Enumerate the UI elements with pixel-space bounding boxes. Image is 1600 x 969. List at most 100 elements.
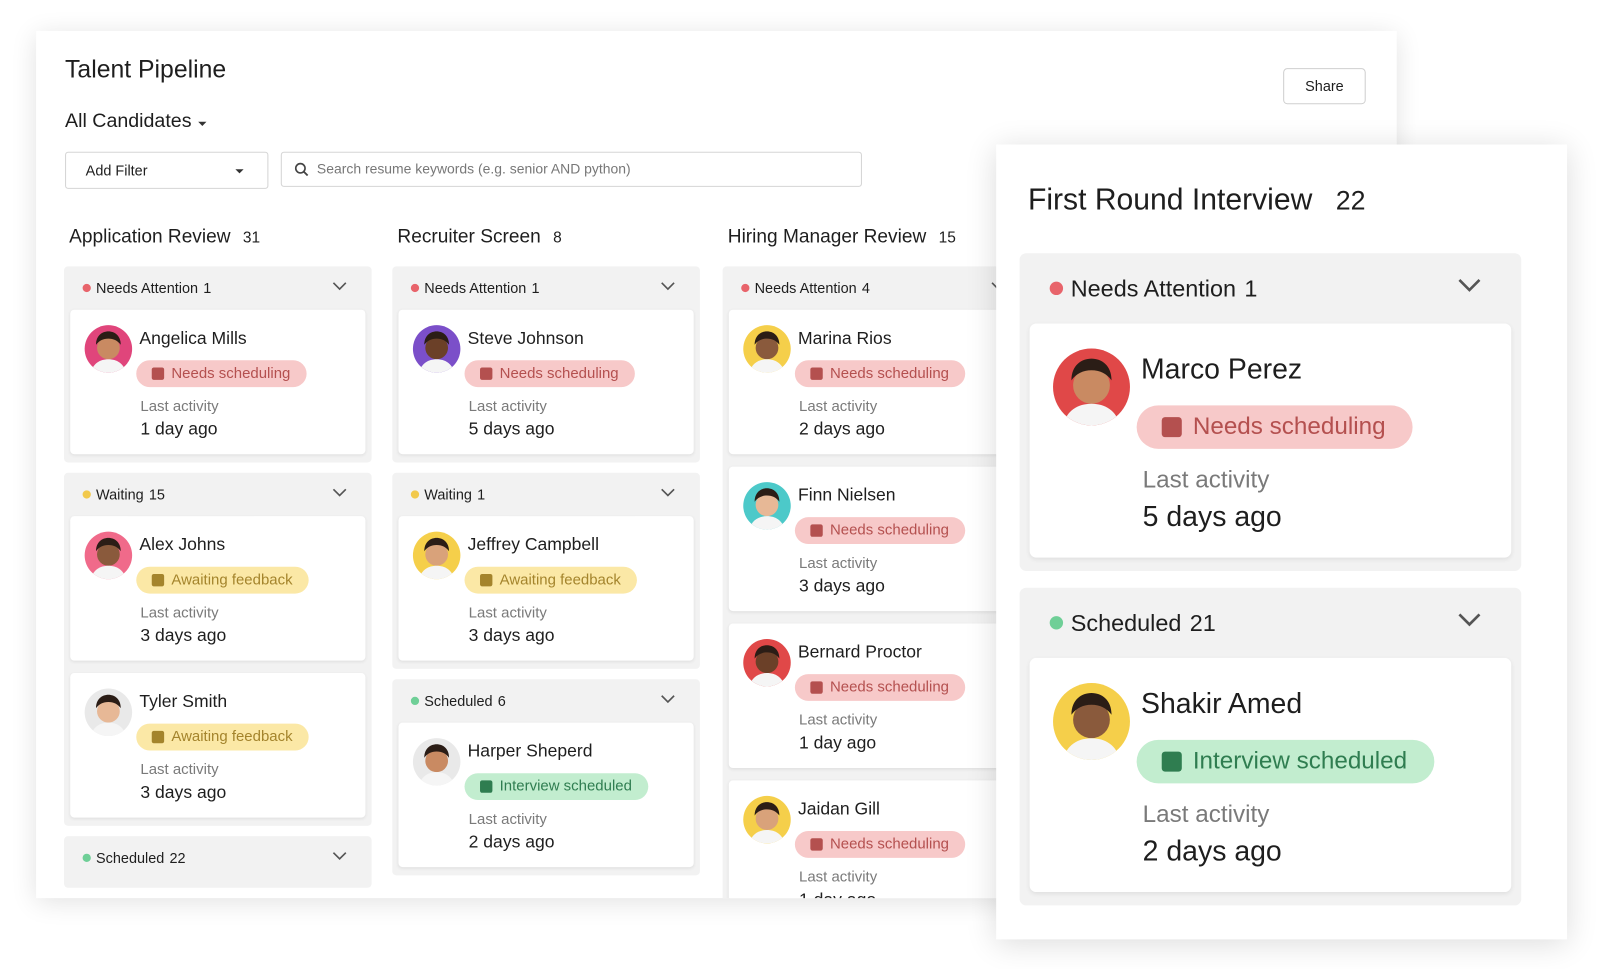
collapse-chevron[interactable] bbox=[661, 488, 675, 497]
candidate-card[interactable]: Marco Perez Needs scheduling Last activity… bbox=[1028, 323, 1511, 558]
activity-label: Last activity bbox=[799, 712, 878, 729]
column-count: 31 bbox=[242, 229, 261, 247]
share-button[interactable]: Share bbox=[1283, 68, 1366, 105]
group-label: Waiting bbox=[96, 486, 144, 503]
tag-icon bbox=[810, 367, 823, 380]
candidate-card[interactable]: Jeffrey Campbell Awaiting feedback Last ac… bbox=[398, 516, 694, 661]
activity-time: 3 days ago bbox=[468, 625, 555, 646]
candidate-name: Shakir Amed bbox=[1140, 688, 1303, 720]
filter-dropdown[interactable]: Add Filter bbox=[65, 151, 269, 189]
candidate-card[interactable]: Bernard Proctor Needs scheduling Last acti… bbox=[728, 623, 1025, 769]
group-header[interactable]: Scheduled 21 bbox=[1029, 588, 1511, 658]
pipeline-column: Application Review 31 Needs Attention 1 Ange… bbox=[64, 222, 372, 898]
candidate-card[interactable]: Alex Johns Awaiting feedback Last activity… bbox=[70, 516, 366, 661]
search-input[interactable]: Search resume keywords (e.g. senior AND … bbox=[280, 151, 862, 187]
collapse-chevron[interactable] bbox=[332, 488, 347, 497]
activity-time: 5 days ago bbox=[468, 419, 555, 439]
candidate-card[interactable]: Jaidan Gill Needs scheduling Last activity… bbox=[728, 780, 1025, 899]
status-group: Needs Attention 4 Marina Rios Needs schedul… bbox=[722, 266, 1031, 899]
avatar-photo bbox=[419, 744, 455, 786]
activity-time: 2 days ago bbox=[1142, 835, 1282, 867]
view-selector[interactable]: All Candidates bbox=[65, 110, 207, 133]
activity-time: 1 day ago bbox=[799, 890, 876, 898]
tag-icon bbox=[480, 780, 493, 793]
avatar bbox=[1052, 683, 1130, 760]
pipeline-column: Recruiter Screen 8 Needs Attention 1 Steve J… bbox=[392, 222, 700, 886]
tag-icon bbox=[810, 524, 823, 537]
group-label: Needs Attention bbox=[96, 279, 199, 297]
candidate-card[interactable]: Tyler Smith Awaiting feedback Last activit… bbox=[70, 673, 366, 818]
group-header[interactable]: Waiting 15 bbox=[70, 473, 365, 516]
group-label: Needs Attention bbox=[754, 279, 857, 297]
search-placeholder: Search resume keywords (e.g. senior AND … bbox=[316, 161, 631, 177]
avatar-photo bbox=[90, 331, 126, 373]
candidate-card[interactable]: Steve Johnson Needs scheduling Last activi… bbox=[398, 309, 694, 455]
group-header[interactable]: Needs Attention 1 bbox=[1029, 253, 1511, 323]
tag-label: Needs scheduling bbox=[829, 679, 949, 696]
activity-time: 1 day ago bbox=[799, 732, 877, 753]
candidate-card[interactable]: Angelica Mills Needs scheduling Last activ… bbox=[70, 309, 366, 455]
group-header[interactable]: Needs Attention 4 bbox=[729, 266, 1024, 309]
group-label: Waiting bbox=[424, 486, 472, 503]
status-tag: Needs scheduling bbox=[1135, 405, 1413, 449]
collapse-chevron[interactable] bbox=[332, 282, 347, 291]
tag-icon bbox=[151, 730, 165, 744]
candidate-name: Marina Rios bbox=[797, 328, 892, 348]
status-tag: Interview scheduled bbox=[1135, 739, 1434, 784]
collapse-chevron[interactable] bbox=[661, 282, 675, 291]
avatar-photo bbox=[749, 488, 785, 530]
activity-label: Last activity bbox=[1142, 467, 1270, 495]
status-group: Needs Attention 1 Angelica Mills Needs sche… bbox=[64, 266, 372, 463]
column-count: 15 bbox=[938, 229, 956, 247]
column-count: 8 bbox=[553, 229, 562, 247]
group-count: 1 bbox=[203, 279, 212, 297]
detail-title: First Round Interview bbox=[1027, 182, 1313, 217]
candidate-name: Angelica Mills bbox=[139, 328, 247, 348]
avatar bbox=[1052, 348, 1130, 426]
group-header[interactable]: Needs Attention 1 bbox=[70, 266, 365, 309]
status-tag: Awaiting feedback bbox=[136, 566, 310, 594]
group-count: 6 bbox=[497, 692, 506, 710]
candidate-name: Marco Perez bbox=[1140, 353, 1303, 386]
avatar bbox=[84, 688, 133, 737]
candidate-card[interactable]: Finn Nielsen Needs scheduling Last activit… bbox=[728, 466, 1025, 612]
group-count: 4 bbox=[861, 279, 870, 297]
group-header[interactable]: Scheduled 6 bbox=[398, 679, 693, 722]
activity-label: Last activity bbox=[140, 761, 219, 779]
collapse-chevron[interactable] bbox=[1457, 613, 1480, 628]
candidate-name: Bernard Proctor bbox=[797, 642, 922, 662]
status-tag: Needs scheduling bbox=[794, 517, 966, 545]
activity-time: 3 days ago bbox=[140, 625, 227, 646]
group-count: 22 bbox=[169, 849, 186, 867]
avatar-photo bbox=[1062, 693, 1120, 760]
group-header[interactable]: Needs Attention 1 bbox=[398, 266, 693, 309]
candidate-name: Jaidan Gill bbox=[797, 799, 880, 819]
column-title: Hiring Manager Review bbox=[727, 225, 927, 247]
candidate-card[interactable]: Marina Rios Needs scheduling Last activity… bbox=[728, 309, 1025, 455]
group-header[interactable]: Scheduled 22 bbox=[70, 836, 365, 879]
status-group: Needs Attention 1 Marco Perez Needs schedul… bbox=[1018, 253, 1521, 571]
column-title: Application Review bbox=[69, 225, 231, 247]
status-dot bbox=[410, 490, 420, 499]
collapse-chevron[interactable] bbox=[332, 852, 347, 861]
activity-label: Last activity bbox=[140, 398, 219, 415]
status-group: Waiting 15 Alex Johns Awaiting feedback Last… bbox=[64, 472, 372, 826]
avatar-photo bbox=[749, 645, 785, 687]
collapse-chevron[interactable] bbox=[1457, 278, 1480, 293]
candidate-card[interactable]: Harper Sheperd Interview scheduled Last ac… bbox=[398, 722, 694, 868]
tag-icon bbox=[1161, 751, 1182, 772]
search-icon bbox=[294, 162, 309, 177]
status-tag: Needs scheduling bbox=[464, 360, 636, 388]
collapse-chevron[interactable] bbox=[661, 695, 675, 704]
activity-label: Last activity bbox=[799, 869, 878, 886]
candidate-card[interactable]: Shakir Amed Interview scheduled Last activ… bbox=[1028, 657, 1511, 893]
avatar-photo bbox=[419, 331, 455, 373]
avatar-photo bbox=[90, 537, 126, 580]
activity-label: Last activity bbox=[799, 555, 878, 572]
avatar bbox=[743, 325, 791, 373]
status-tag: Awaiting feedback bbox=[136, 723, 310, 751]
caret bbox=[235, 169, 244, 174]
group-header[interactable]: Waiting 1 bbox=[398, 473, 693, 516]
group-count: 15 bbox=[148, 486, 165, 503]
